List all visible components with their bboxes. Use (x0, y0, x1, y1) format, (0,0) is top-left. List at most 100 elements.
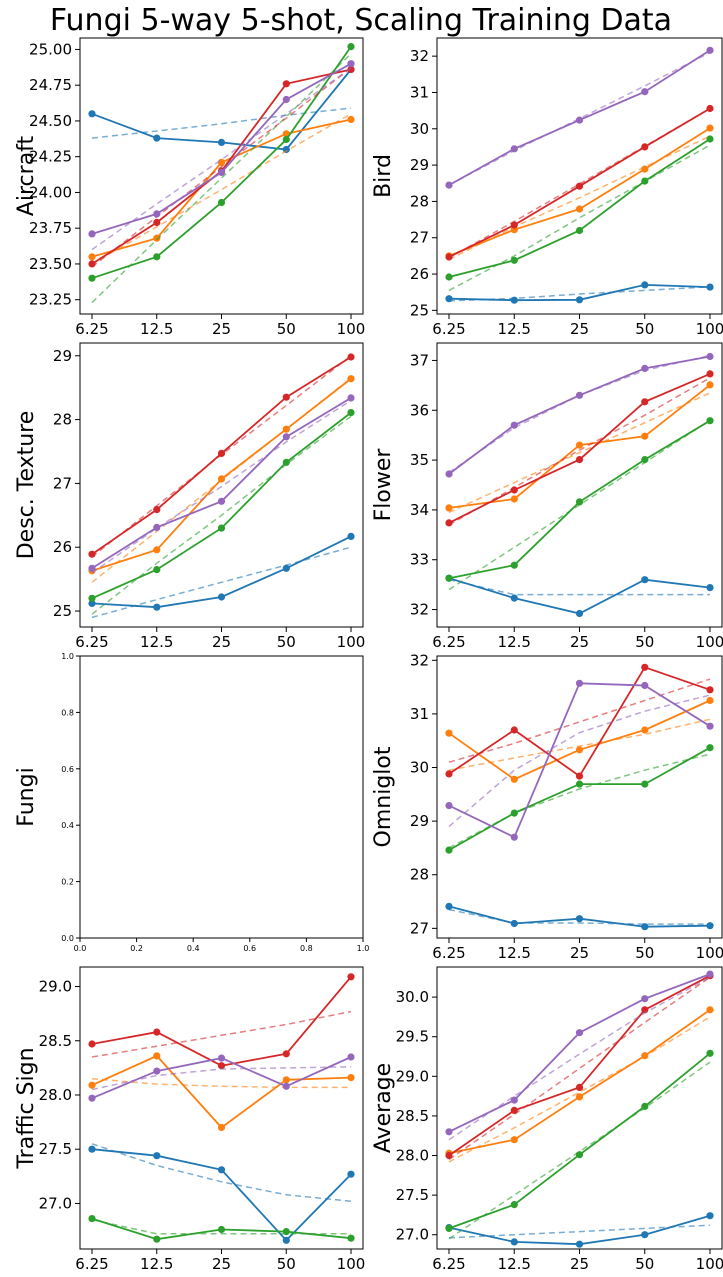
data-point (575, 1093, 584, 1101)
trend-line (448, 976, 711, 1161)
data-point (88, 1215, 96, 1223)
data-point (641, 1052, 649, 1060)
data-point (347, 353, 355, 361)
data-point (706, 417, 714, 425)
y-tick-label: 28 (410, 866, 429, 884)
series-4 (445, 972, 714, 1161)
data-point (510, 726, 518, 734)
data-point (347, 60, 355, 68)
x-tick-label: 25 (570, 633, 589, 651)
y-tick-label: 33 (410, 551, 429, 569)
y-tick-label: 31 (410, 83, 429, 101)
data-point (445, 846, 453, 854)
data-point (575, 679, 584, 687)
data-point (641, 432, 649, 440)
y-tick-label: 28.0 (396, 1147, 429, 1165)
data-point (88, 1040, 96, 1048)
data-point (282, 1082, 290, 1090)
data-point (641, 1231, 649, 1239)
data-point (217, 593, 226, 601)
y-tick-label: 28 (410, 192, 429, 210)
y-tick-label: 24.25 (29, 148, 72, 166)
x-tick-label: 100 (696, 633, 723, 651)
data-point (347, 1170, 355, 1178)
series-2 (88, 375, 355, 583)
data-point (706, 686, 714, 694)
data-point (575, 498, 584, 506)
y-tick-label: 27 (53, 474, 72, 492)
y-tick-label: 31 (410, 705, 429, 723)
y-tick-label: 28.5 (39, 1032, 72, 1050)
y-tick-label: 27 (410, 919, 429, 937)
data-point (445, 802, 453, 810)
data-point (88, 230, 96, 238)
data-point (153, 506, 161, 514)
data-point (153, 523, 161, 532)
x-tick-label: 25 (212, 1255, 231, 1273)
y-axis-label: Bird (371, 154, 396, 198)
x-tick-label: 25 (212, 320, 231, 338)
data-point (510, 1201, 518, 1209)
trend-line (448, 976, 711, 1141)
data-point (153, 603, 161, 611)
y-tick-label: 26 (410, 265, 429, 283)
series-5 (445, 679, 714, 841)
data-point (88, 274, 96, 282)
series-4 (445, 663, 714, 780)
data-point (88, 1094, 96, 1102)
data-point (88, 1081, 96, 1089)
panel-flower: Flower 32 33 34 35 36 37 6.25 12.5 25 50 100 (371, 342, 723, 651)
data-point (510, 809, 518, 817)
panel-bird: Bird 25 26 27 28 29 30 31 32 6.25 12.5 25 50 100 (371, 37, 723, 338)
y-tick-label: 24.00 (29, 183, 72, 201)
y-tick-label: 25.00 (29, 40, 72, 58)
x-tick-label: 0.0 (74, 944, 87, 953)
data-point (575, 915, 584, 923)
series-2 (88, 113, 355, 265)
trend-line (448, 694, 711, 828)
y-tick-label: 0.6 (61, 765, 74, 774)
y-axis-label: Traffic Sign (14, 1047, 39, 1169)
data-point (347, 409, 355, 417)
data-point (641, 456, 649, 464)
panel-average: Average 27.0 27.5 28.0 28.5 29.0 29.5 30.0 6.25 1… (371, 966, 723, 1273)
data-point (706, 722, 714, 730)
y-axis-label: Desc. Texture (14, 411, 39, 560)
data-point (347, 394, 355, 402)
data-point (445, 181, 453, 189)
x-tick-label: 0.2 (130, 944, 143, 953)
data-point (217, 1166, 226, 1174)
data-point (347, 1234, 355, 1242)
data-point (641, 726, 649, 734)
data-point (88, 253, 96, 261)
trend-line (448, 51, 711, 186)
y-tick-label: 27.0 (396, 1226, 429, 1244)
data-point (641, 143, 649, 151)
data-point (347, 1074, 355, 1082)
trend-line (448, 718, 711, 771)
data-point (153, 1152, 161, 1160)
y-tick-label: 29.0 (396, 1067, 429, 1085)
data-point (575, 1240, 584, 1248)
series-line (448, 699, 711, 781)
data-point (706, 744, 714, 752)
x-tick-label: 25 (212, 633, 231, 651)
data-point (575, 441, 584, 449)
data-point (641, 663, 649, 671)
x-tick-label: 100 (337, 1255, 366, 1273)
series-1 (445, 281, 714, 304)
data-point (575, 746, 584, 754)
data-point (217, 138, 226, 146)
y-axis-label: Omniglot (371, 746, 396, 847)
data-point (641, 398, 649, 406)
data-point (641, 780, 649, 788)
series-line (91, 397, 352, 570)
data-point (347, 973, 355, 981)
y-axis-label: Flower (371, 448, 396, 522)
data-point (575, 780, 584, 788)
y-tick-label: 23.25 (29, 291, 72, 309)
series-3 (445, 417, 714, 591)
data-point (575, 116, 584, 124)
y-tick-label: 27.0 (39, 1194, 72, 1212)
